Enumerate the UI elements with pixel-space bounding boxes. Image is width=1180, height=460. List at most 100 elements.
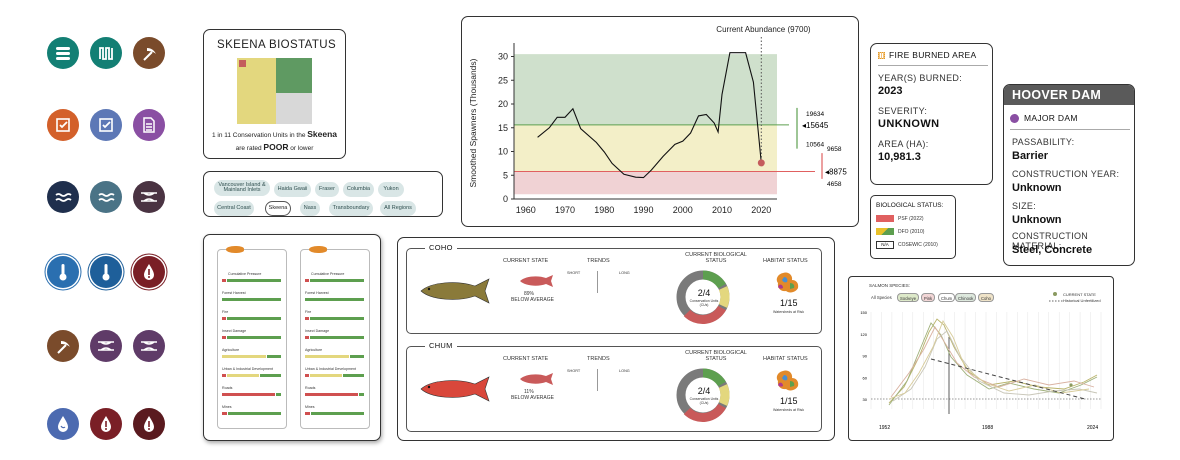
current-state-label: CURRENT STATE [503, 258, 549, 264]
legend-swatch-cosewic: N/A [876, 241, 894, 249]
x-tick-label: 1960 [516, 205, 536, 215]
water-waves-icon [47, 181, 79, 213]
species-name: COHO [425, 243, 457, 252]
upper-ref-high: 19634 [806, 111, 824, 118]
salmon-silhouette-icon [520, 373, 553, 385]
lower-ref-low: 4658 [827, 181, 842, 188]
pressure-bar-segment [311, 412, 364, 415]
chart-title: Current Abundance (9700) [716, 25, 811, 34]
upper-ref-low: 10564 [806, 142, 824, 149]
region-pill[interactable]: Haida Gwaii [274, 182, 311, 197]
trend-chart-card: SALMON SPECIES: All Species Sockeye Pink Ch… [848, 276, 1114, 441]
current-state-label: CURRENT STATE [503, 356, 549, 362]
dam-icon [1010, 113, 1019, 123]
water-waves-icon [90, 181, 122, 213]
fish-ladder-icon [90, 37, 122, 69]
checklist-icon [47, 109, 79, 141]
watershed-map-icon [776, 370, 799, 391]
fire-card: FIRE BURNED AREA YEAR(S) BURNED: 2023 SE… [870, 43, 993, 185]
species-filter-chip[interactable]: Pink [921, 293, 936, 302]
salmon-illustration-icon [420, 278, 490, 304]
species-filter-chip[interactable]: All Species [871, 295, 892, 300]
pressure-row-label: Insect Damage [305, 329, 330, 333]
current-state-point [1069, 383, 1073, 387]
warning-drop-icon [90, 408, 122, 440]
fish-logo-icon [309, 246, 327, 253]
region-pill[interactable]: All Regions [380, 201, 416, 216]
species-trend-line [888, 322, 1098, 406]
legend-label-cosewic: COSEWIC (2010) [898, 242, 938, 248]
x-tick-label: 1980 [594, 205, 614, 215]
biostatus-region: Skeena [307, 129, 338, 139]
region-pill[interactable]: Vancouver Island & Mainland Inlets [214, 180, 270, 196]
pressure-row-label: Mines [222, 405, 232, 409]
trends-label: TRENDS [587, 258, 610, 264]
legend-current-swatch [1049, 292, 1063, 302]
pressure-column: Cumulative Pressure Forest Harvest Fire Ins… [300, 246, 370, 429]
trend-y-tick: 90 [863, 354, 868, 359]
region-pill[interactable]: Fraser [315, 182, 339, 197]
legend-label-psf: PSF (2022) [898, 216, 924, 222]
pressure-bar-segment [309, 317, 364, 320]
culvert-icon [90, 330, 122, 362]
pressure-bar-segment [309, 279, 364, 282]
region-pill[interactable]: Nass [300, 201, 320, 216]
region-pill[interactable]: Yukon [378, 182, 404, 197]
pressure-bar-segment [226, 336, 281, 339]
bio-status-caption: Conservation Units (CUs) [689, 299, 719, 307]
region-pill-selected[interactable]: Skeena [265, 201, 291, 216]
species-filter-chip[interactable]: Sockeye [897, 293, 920, 302]
pressure-bar-segment [305, 412, 310, 415]
species-filter-chip[interactable]: Chum [938, 293, 956, 302]
pressure-row-label: Cumulative Pressure [228, 272, 262, 276]
thermometer-icon [47, 256, 79, 288]
habitat-status-caption: Watersheds at Risk [773, 310, 805, 314]
dam-material-label: CONSTRUCTION MATERIAL: [1012, 231, 1089, 251]
abundance-series-line [537, 52, 762, 179]
pressure-row-label: Urban & Industrial Development [222, 367, 273, 371]
pressure-row-label: Forest Harvest [305, 291, 329, 295]
watershed-map-icon [776, 272, 799, 293]
pressure-bar-segment [228, 412, 281, 415]
current-state-desc: BELOW AVERAGE [511, 297, 554, 303]
pressure-bar-segment [226, 279, 281, 282]
dam-material-value: Steel, Concrete [1012, 244, 1093, 256]
pressure-bar-segment [222, 412, 227, 415]
species-filter-chip[interactable]: Coho [978, 293, 995, 302]
pressure-bar-segment [226, 374, 259, 377]
y-axis-label: Smoothed Spawners (Thousands) [468, 58, 478, 187]
pressure-bar-segment [305, 393, 358, 396]
pressure-row-label: Fire [222, 310, 229, 314]
dam-year-label: CONSTRUCTION YEAR: [1012, 169, 1120, 179]
species-trend-line [888, 319, 1090, 400]
dam-year-value: Unknown [1012, 182, 1062, 194]
bio-legend-title: BIOLOGICAL STATUS: [876, 202, 944, 209]
salmon-illustration-icon [420, 376, 490, 402]
legend-swatch-dfo [876, 228, 894, 235]
species-row: CHUM CURRENT STATE 11% BELOW AVERAGE TRE… [406, 341, 822, 432]
species-filter-chip[interactable]: Chinook [955, 293, 977, 302]
dam-passability-label: PASSABILITY: [1012, 137, 1075, 147]
region-pill[interactable]: Central Coast [214, 201, 254, 216]
species-panel: COHO CURRENT STATE 89% BELOW AVERAGE TRE… [397, 237, 835, 441]
bio-status-fraction: 2/4 [697, 288, 711, 298]
pressure-bar-segment [222, 355, 266, 358]
region-pill[interactable]: Columbia [343, 182, 374, 197]
pressure-bar-segment [305, 336, 309, 339]
warning-drop-icon [133, 256, 165, 288]
fish-logo-icon [226, 246, 244, 253]
pressure-bar-segment [305, 279, 309, 282]
trend-long-label: LONG [619, 271, 630, 275]
region-pill[interactable]: Transboundary [329, 201, 373, 216]
water-drop-icon [47, 408, 79, 440]
region-selector: Vancouver Island & Mainland Inlets Haida… [203, 171, 443, 217]
trend-x-tick: 1952 [879, 425, 890, 431]
x-tick-label: 1970 [555, 205, 575, 215]
legend-hist-label: Historical Unfertilized [1063, 298, 1101, 303]
pressure-row-label: Agriculture [305, 348, 323, 352]
pressure-bar-segment [359, 393, 364, 396]
mining-pick-icon [133, 37, 165, 69]
y-tick-label: 15 [498, 123, 508, 133]
pressure-bar-segment [309, 336, 364, 339]
status-band [514, 54, 777, 125]
